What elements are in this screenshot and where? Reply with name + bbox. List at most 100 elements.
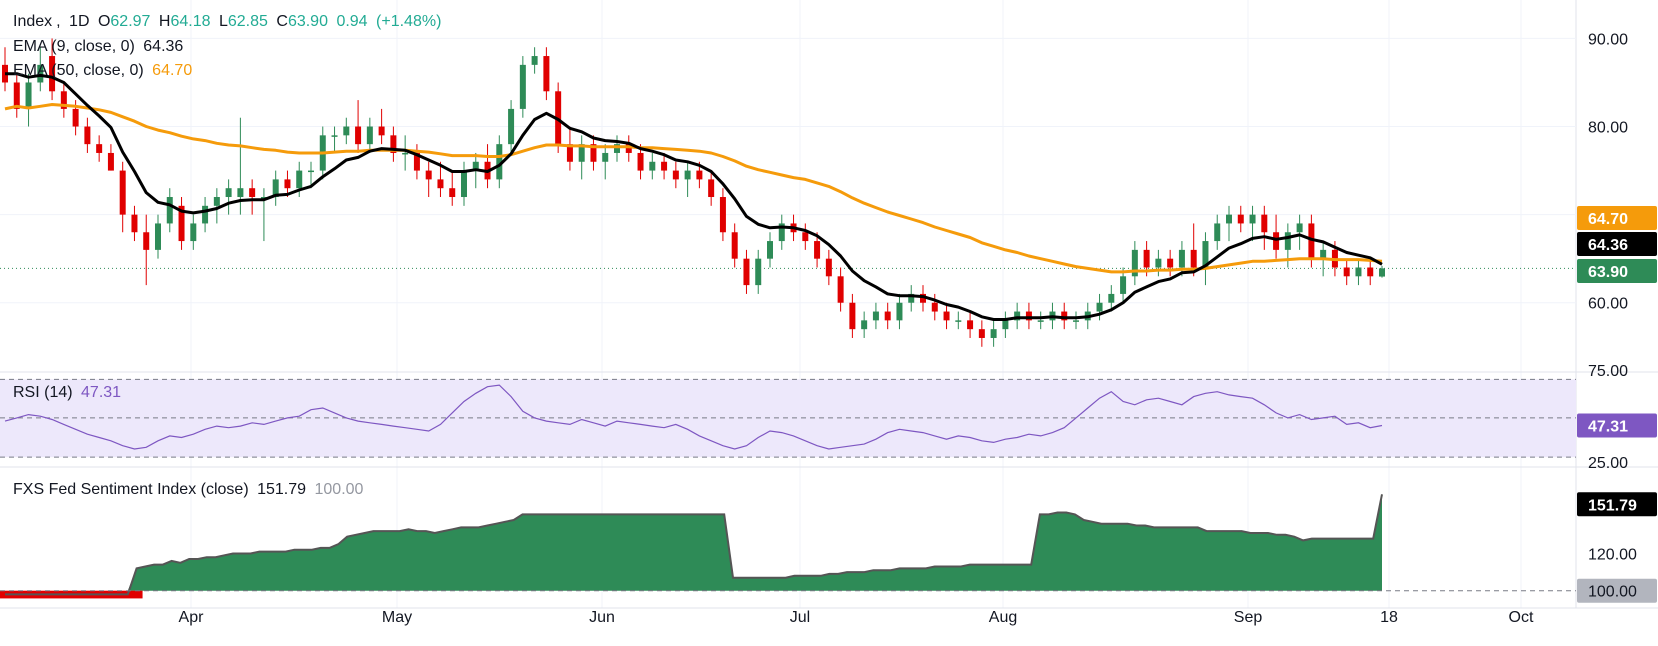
- candle-body: [260, 197, 267, 199]
- candle-body: [284, 179, 291, 189]
- rsi-badge-label: 47.31: [1588, 419, 1628, 436]
- candle-body: [1096, 302, 1103, 312]
- candle-body: [131, 214, 138, 233]
- time-axis-label: 18: [1380, 609, 1398, 626]
- sentiment-title: FXS Fed Sentiment Index (close): [13, 481, 249, 498]
- candle-body: [190, 223, 197, 242]
- candle-body: [1155, 258, 1162, 268]
- candle-body: [296, 170, 303, 189]
- candle-body: [1202, 241, 1209, 268]
- candle-body: [755, 258, 762, 286]
- candle-body: [672, 170, 679, 180]
- candle-body: [1214, 223, 1221, 242]
- candle-body: [767, 241, 773, 259]
- candle-body: [719, 197, 726, 233]
- candle-body: [308, 170, 314, 173]
- candle-body: [649, 161, 656, 171]
- change-pct-value: (+1.48%): [376, 13, 442, 30]
- candle-body: [814, 241, 821, 259]
- rsi-line: [4, 384, 1383, 450]
- candle-body: [684, 170, 691, 180]
- candle-body: [143, 232, 150, 250]
- rsi-value: 47.31: [81, 384, 122, 401]
- candle-body: [178, 205, 185, 242]
- price-badge: [1577, 232, 1657, 256]
- interval-label: 1D: [69, 13, 90, 30]
- ema9-legend: EMA (9, close, 0) 64.36: [13, 38, 187, 56]
- candle-body: [272, 179, 279, 198]
- candle-body: [366, 126, 373, 145]
- candle-body: [461, 170, 467, 198]
- candle-body: [637, 152, 644, 171]
- candle-body: [1284, 232, 1291, 250]
- sentiment-tick-label: 120.00: [1588, 546, 1637, 563]
- candle-body: [1037, 320, 1044, 322]
- symbol-label: Index: [13, 13, 53, 30]
- candle-body: [60, 91, 67, 109]
- time-axis-label: May: [382, 609, 412, 626]
- candle-body: [1226, 214, 1232, 224]
- time-axis-label: Apr: [179, 609, 205, 626]
- candle-body: [1379, 268, 1385, 277]
- candle-body: [743, 258, 750, 286]
- candle-body: [519, 64, 526, 109]
- ema9-value: 64.36: [143, 38, 184, 55]
- candle-body: [967, 320, 974, 330]
- close-value: 63.90: [287, 13, 328, 30]
- baseline-badge-label: 100.00: [1588, 584, 1637, 601]
- candle-body: [1131, 249, 1138, 277]
- change-value: 0.94: [336, 13, 368, 30]
- price-badge-label: 63.90: [1588, 264, 1628, 281]
- candle-body: [355, 126, 362, 145]
- candle-body: [1367, 267, 1374, 277]
- candle-body: [920, 293, 926, 303]
- ema50-label: EMA (50, close, 0): [13, 62, 144, 79]
- candle-body: [508, 108, 515, 145]
- candle-body: [37, 64, 44, 83]
- price-tick-label: 90.00: [1588, 31, 1628, 48]
- candle-body: [331, 135, 338, 137]
- time-axis-label: Aug: [989, 609, 1017, 626]
- candle-body: [390, 135, 397, 153]
- candle-body: [861, 320, 868, 330]
- low-value: 62.85: [227, 13, 268, 30]
- candle-body: [1261, 214, 1268, 233]
- candle-body: [908, 293, 915, 303]
- candle-body: [1002, 320, 1009, 330]
- ema50-legend: EMA (50, close, 0) 64.70: [13, 62, 196, 80]
- ema9-label: EMA (9, close, 0): [13, 38, 135, 55]
- candle-body: [425, 170, 432, 180]
- candle-body: [896, 302, 903, 321]
- candle-body: [1073, 320, 1079, 322]
- ema50-line: [4, 103, 1383, 274]
- candle-body: [25, 82, 32, 109]
- candle-body: [931, 302, 938, 312]
- candle-body: [402, 152, 409, 155]
- candle-body: [1273, 232, 1280, 250]
- time-axis-label: Sep: [1234, 609, 1263, 626]
- candle-body: [166, 197, 173, 224]
- candle-body: [884, 311, 891, 321]
- candle-body: [1061, 311, 1068, 321]
- time-axis-label: Oct: [1509, 609, 1534, 626]
- candle-body: [543, 56, 550, 92]
- candle-body: [1167, 258, 1174, 268]
- candle-body: [49, 56, 56, 92]
- candle-body: [237, 188, 244, 198]
- candle-body: [1120, 276, 1127, 294]
- candle-body: [1296, 223, 1303, 233]
- candle-body: [1320, 249, 1327, 259]
- candle-body: [84, 126, 91, 145]
- candle-body: [202, 205, 209, 224]
- price-tick-label: 80.00: [1588, 120, 1628, 137]
- candle-body: [119, 170, 126, 215]
- candle-body: [1025, 311, 1032, 321]
- time-axis-label: Jun: [589, 609, 615, 626]
- candle-body: [1308, 223, 1315, 259]
- candle-body: [449, 188, 456, 198]
- candle-body: [213, 197, 220, 206]
- price-badge-label: 64.70: [1588, 211, 1628, 228]
- candle-body: [343, 126, 350, 136]
